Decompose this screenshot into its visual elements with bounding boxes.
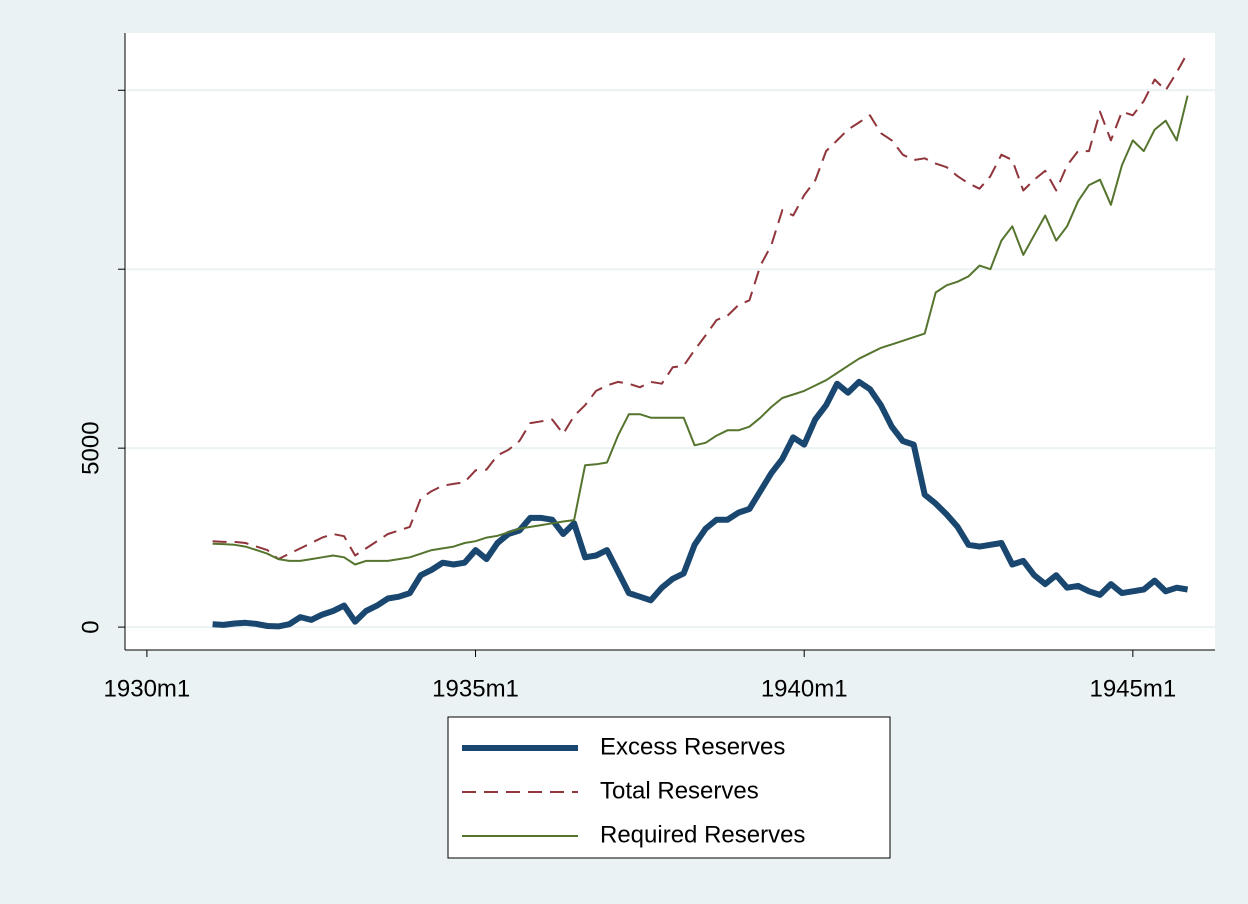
legend-label: Required Reserves [600, 821, 805, 848]
lines [212, 52, 1189, 630]
series-line [212, 378, 1189, 630]
x-tick-label: 1940m1 [761, 675, 848, 702]
grid [125, 89, 1215, 629]
legend-label: Total Reserves [600, 777, 759, 804]
plot-area [125, 33, 1215, 650]
x-tick-label: 1930m1 [104, 675, 191, 702]
series-line [212, 52, 1189, 561]
legend-box [447, 716, 891, 859]
y-tick-label: 5000 [77, 421, 104, 474]
legend: Excess Reserves Total Reserves Required Re… [462, 733, 805, 848]
y-tick-label: 0 [77, 620, 104, 633]
x-tick-label: 1935m1 [432, 675, 519, 702]
x-tick-label: 1945m1 [1089, 675, 1176, 702]
ticks: 0 5000 1930m1 1935m1 1940m1 1945m1 [77, 89, 1176, 702]
legend-label: Excess Reserves [600, 733, 785, 760]
series-line [212, 95, 1189, 566]
